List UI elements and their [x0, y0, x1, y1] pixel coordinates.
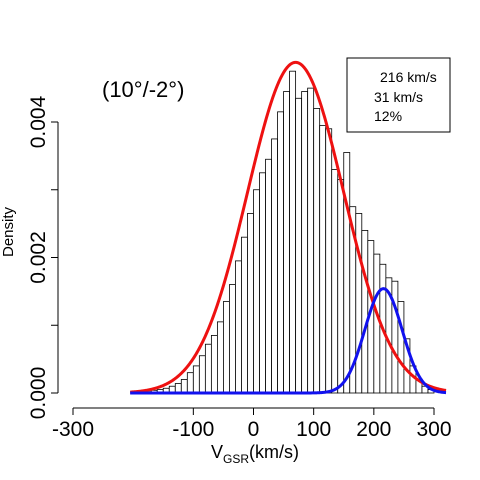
x-axis: -300 -100 0 100 200 300 [52, 407, 452, 441]
y-axis-title: Density [0, 206, 17, 257]
histogram-bar [216, 321, 224, 394]
histogram-bar [319, 124, 327, 394]
fit-curves [130, 60, 447, 395]
histogram-bar [265, 158, 272, 394]
histogram-bar [295, 97, 303, 394]
histogram-bar [223, 301, 230, 394]
histogram-bar [253, 189, 260, 394]
x-tick-label: -100 [172, 418, 214, 441]
histogram-bar [373, 253, 381, 394]
histogram-bar [210, 335, 218, 394]
x-axis-title-sub: GSR [223, 452, 249, 466]
histogram-bar [325, 128, 333, 394]
histogram-bar [361, 229, 369, 394]
x-tick-label: 100 [296, 418, 331, 441]
panel-label: (10°/-2°) [102, 77, 184, 102]
legend-entry-fraction: 12% [374, 108, 402, 124]
histogram-bar [186, 372, 194, 394]
histogram-bar [343, 152, 351, 394]
histogram-bar [229, 284, 236, 394]
histogram-bar [331, 169, 339, 394]
histogram-bar [235, 260, 242, 394]
histogram-bar [204, 343, 212, 394]
histogram-bar [192, 365, 200, 394]
legend-box: 216 km/s 31 km/s 12% [346, 57, 451, 133]
y-axis: 0.000 0.002 0.004 [27, 95, 59, 420]
histogram-bar [277, 111, 284, 394]
histogram-bar [283, 91, 291, 394]
histogram-bar [241, 236, 248, 394]
fit-curve-red [130, 60, 447, 394]
legend-entry-sigma: 31 km/s [374, 89, 423, 105]
histogram-bar [301, 91, 309, 394]
x-tick-label: 300 [416, 418, 451, 441]
histogram-bar [198, 355, 206, 394]
x-axis-title-main: V [211, 442, 223, 462]
x-tick-label: 0 [248, 418, 260, 441]
y-tick-label: 0.004 [27, 95, 50, 148]
histogram-bar [271, 138, 278, 394]
x-tick-label: -300 [52, 418, 94, 441]
histogram-bar [307, 87, 315, 394]
histogram-bar [247, 213, 254, 394]
legend-frame [346, 57, 451, 133]
histogram-bar [337, 179, 345, 394]
x-tick-label: 200 [356, 418, 391, 441]
y-tick-label: 0.000 [27, 367, 50, 420]
histogram-bar [259, 172, 266, 394]
histogram-bar [313, 108, 321, 394]
x-axis-title: VGSR(km/s) [211, 442, 299, 466]
fit-curve-blue [130, 287, 447, 395]
histogram-bar [289, 70, 297, 394]
histogram-bar [180, 379, 188, 394]
y-tick-label: 0.002 [27, 231, 50, 284]
x-axis-title-unit: (km/s) [249, 442, 299, 462]
legend-entry-mean: 216 km/s [380, 69, 437, 85]
